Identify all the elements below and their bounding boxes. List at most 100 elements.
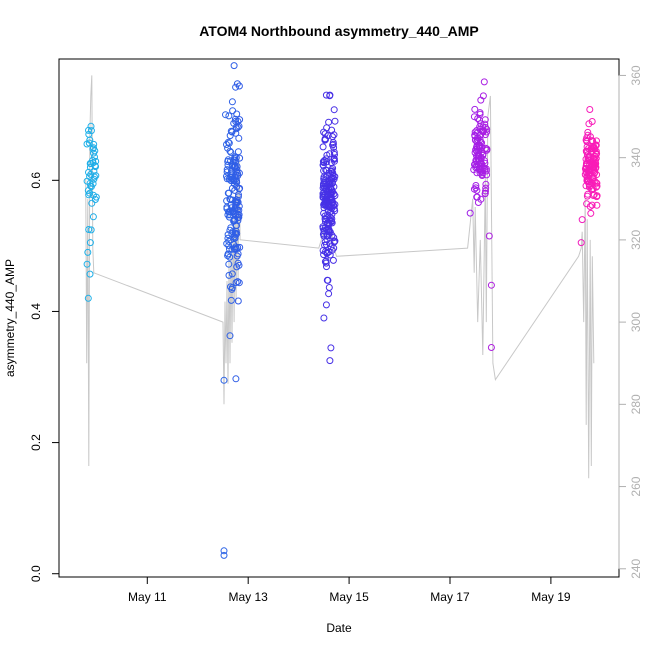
data-point: [589, 157, 597, 165]
data-point: [474, 199, 482, 206]
data-point: [322, 182, 330, 190]
data-point: [481, 157, 488, 165]
data-point: [330, 238, 338, 246]
data-point: [593, 201, 601, 209]
data-point: [90, 149, 97, 157]
data-point: [584, 154, 592, 162]
data-point: [235, 122, 243, 130]
data-point: [592, 141, 600, 149]
data-point: [230, 119, 238, 127]
data-point: [477, 167, 485, 175]
data-point: [473, 186, 481, 194]
data-point: [481, 116, 489, 124]
x-tick-label: May 15: [329, 590, 369, 604]
data-point: [330, 190, 338, 198]
data-point: [225, 260, 233, 268]
data-point: [321, 241, 329, 249]
data-point: [322, 136, 329, 144]
data-point: [328, 219, 336, 227]
data-point: [227, 148, 235, 156]
data-point: [232, 83, 240, 91]
data-point: [472, 182, 480, 189]
data-point: [320, 209, 328, 217]
data-point: [322, 91, 330, 99]
data-point: [329, 188, 337, 196]
data-point: [325, 290, 333, 298]
data-point: [233, 80, 241, 88]
data-point: [89, 145, 97, 153]
data-point: [224, 156, 232, 164]
data-point: [587, 209, 595, 217]
data-point: [230, 241, 238, 248]
data-point: [325, 284, 333, 291]
y2-tick-label: 340: [629, 147, 643, 167]
data-point: [481, 190, 489, 198]
data-point: [234, 198, 242, 206]
data-point: [487, 281, 495, 289]
data-point: [320, 173, 328, 181]
data-point: [224, 250, 232, 258]
data-point: [330, 205, 338, 213]
data-point: [226, 332, 234, 340]
y-tick-label: 0.4: [29, 303, 43, 320]
data-point: [319, 143, 327, 151]
data-point: [326, 91, 334, 99]
data-point: [87, 122, 95, 130]
y2-tick-label: 300: [629, 312, 643, 332]
data-point: [476, 110, 484, 118]
data-point: [229, 107, 237, 115]
data-point: [235, 134, 243, 142]
data-point: [482, 180, 490, 188]
x-tick-label: May 19: [531, 590, 571, 604]
data-point: [323, 250, 331, 257]
data-point: [89, 191, 97, 199]
data-point: [326, 150, 334, 158]
data-point: [329, 133, 336, 141]
data-point: [225, 112, 233, 120]
y2-tick-label: 360: [629, 65, 643, 85]
data-point: [326, 357, 334, 365]
data-point: [331, 201, 339, 208]
data-point: [327, 174, 335, 182]
data-point: [88, 199, 96, 207]
data-point: [230, 217, 238, 225]
data-point: [327, 167, 335, 175]
data-point: [586, 171, 594, 179]
data-point: [330, 234, 338, 242]
data-point: [235, 261, 243, 269]
data-point: [584, 131, 592, 139]
data-point: [587, 167, 595, 175]
data-point: [320, 128, 328, 136]
data-point: [470, 166, 478, 174]
data-point: [320, 251, 328, 259]
data-point: [220, 551, 228, 559]
data-point: [577, 239, 585, 247]
y2-tick-label: 280: [629, 394, 643, 414]
data-point: [85, 226, 93, 233]
data-point: [228, 270, 236, 278]
secondary-line: [85, 75, 595, 479]
data-point: [226, 245, 233, 253]
data-point: [593, 137, 600, 145]
data-point: [228, 98, 236, 106]
data-point: [230, 180, 238, 188]
data-point: [235, 82, 243, 90]
data-point: [483, 128, 491, 136]
data-point: [220, 547, 228, 555]
data-point: [331, 237, 339, 245]
data-point: [328, 126, 336, 134]
data-point: [328, 210, 336, 218]
data-point: [471, 149, 479, 157]
data-point: [232, 375, 240, 383]
data-point: [83, 260, 91, 268]
data-point: [83, 140, 91, 148]
data-point: [233, 252, 241, 260]
data-point: [234, 148, 242, 156]
data-point: [322, 259, 330, 267]
data-point: [591, 157, 599, 165]
data-point: [320, 230, 328, 238]
y-tick-label: 0.6: [29, 172, 43, 189]
data-point: [234, 217, 242, 224]
data-point: [222, 111, 229, 119]
